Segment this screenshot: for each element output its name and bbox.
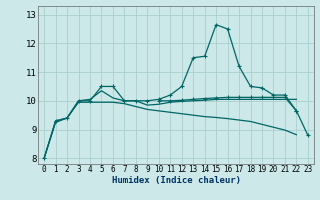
X-axis label: Humidex (Indice chaleur): Humidex (Indice chaleur) [111,176,241,185]
